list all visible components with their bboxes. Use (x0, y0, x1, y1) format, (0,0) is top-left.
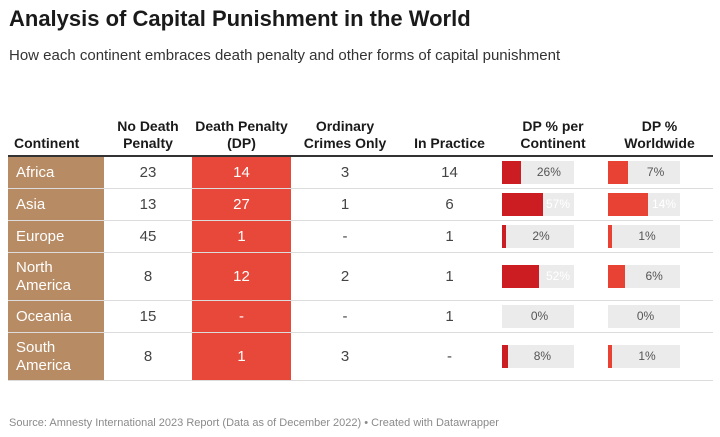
dp-percent-worldwide-bar (608, 225, 612, 248)
dp-percent-continent-bar (502, 161, 521, 184)
continent-cell: Oceania (8, 300, 104, 333)
dp-percent-continent-label: 52% (545, 269, 570, 283)
dp-cell: 14 (192, 156, 291, 189)
dp-percent-worldwide-cell: 1% (606, 220, 713, 253)
in-practice-cell: 1 (399, 252, 500, 301)
dp-percent-worldwide-label: 1% (638, 229, 656, 243)
in-practice-cell: 14 (399, 156, 500, 189)
dp-percent-continent-track: 57% (502, 193, 574, 216)
dp-percent-continent-label: 57% (545, 197, 570, 211)
continent-cell: North America (8, 252, 104, 301)
continent-cell: South America (8, 332, 104, 381)
dp-percent-continent-label: 2% (532, 229, 550, 243)
chart-subtitle: How each continent embraces death penalt… (9, 47, 561, 64)
dp-percent-worldwide-track: 7% (608, 161, 680, 184)
dp-percent-continent-label: 8% (533, 349, 552, 363)
dp-percent-continent-cell: 2% (500, 220, 606, 253)
continent-cell: Asia (8, 188, 104, 221)
table-row: Asia 13 27 1 6 57% 14% (8, 188, 713, 221)
header-ordinary-crimes-only: Ordinary Crimes Only (291, 100, 399, 157)
ordinary-crimes-cell: 3 (291, 332, 399, 381)
header-dp-percent-continent: DP % per Continent (500, 100, 606, 157)
dp-percent-continent-track: 52% (502, 265, 574, 288)
chart-title: Analysis of Capital Punishment in the Wo… (9, 6, 471, 31)
ordinary-crimes-cell: - (291, 220, 399, 253)
dp-percent-worldwide-cell: 0% (606, 300, 713, 333)
dp-percent-worldwide-bar (608, 265, 626, 288)
dp-cell: 1 (192, 332, 291, 381)
dp-percent-worldwide-cell: 6% (606, 252, 713, 301)
dp-percent-worldwide-label: 6% (645, 269, 663, 283)
dp-percent-worldwide-bar (608, 161, 629, 184)
dp-percent-continent-track: 2% (502, 225, 574, 248)
dp-percent-worldwide-label: 14% (651, 197, 676, 211)
dp-percent-continent-cell: 57% (500, 188, 606, 221)
dp-cell: 12 (192, 252, 291, 301)
header-in-practice: In Practice (399, 100, 500, 157)
no-dp-cell: 13 (104, 188, 192, 221)
dp-cell: 1 (192, 220, 291, 253)
dp-percent-worldwide-cell: 1% (606, 332, 713, 381)
table-header-row: Continent No Death Penalty Death Penalty… (8, 100, 713, 157)
continent-cell: Europe (8, 220, 104, 253)
dp-percent-continent-label: 0% (530, 309, 549, 323)
dp-percent-continent-track: 0% (502, 305, 574, 328)
dp-percent-continent-bar (502, 265, 540, 288)
in-practice-cell: - (399, 332, 500, 381)
ordinary-crimes-cell: 3 (291, 156, 399, 189)
dp-percent-worldwide-track: 0% (608, 305, 680, 328)
no-dp-cell: 23 (104, 156, 192, 189)
capital-punishment-table: Continent No Death Penalty Death Penalty… (8, 100, 713, 381)
in-practice-cell: 6 (399, 188, 500, 221)
table-row: North America 8 12 2 1 52% 6% (8, 252, 713, 301)
no-dp-cell: 8 (104, 252, 192, 301)
dp-percent-continent-bar (502, 193, 544, 216)
table-row: Europe 45 1-1 2% 1% (8, 220, 713, 253)
dp-percent-continent-track: 26% (502, 161, 574, 184)
dp-percent-worldwide-track: 14% (608, 193, 680, 216)
header-death-penalty: Death Penalty (DP) (192, 100, 291, 157)
dp-percent-worldwide-track: 1% (608, 225, 680, 248)
no-dp-cell: 8 (104, 332, 192, 381)
dp-percent-worldwide-bar (608, 345, 612, 368)
dp-percent-worldwide-cell: 14% (606, 188, 713, 221)
dp-percent-continent-cell: 26% (500, 156, 606, 189)
table-row: South America 8 1 3- 8% 1% (8, 332, 713, 381)
dp-cell: 27 (192, 188, 291, 221)
ordinary-crimes-cell: 1 (291, 188, 399, 221)
dp-percent-worldwide-track: 6% (608, 265, 680, 288)
header-continent: Continent (8, 100, 104, 157)
dp-percent-worldwide-bar (608, 193, 649, 216)
in-practice-cell: 1 (399, 220, 500, 253)
dp-cell: - (192, 300, 291, 333)
dp-percent-continent-label: 26% (536, 165, 561, 179)
dp-percent-continent-bar (502, 225, 506, 248)
dp-percent-worldwide-label: 7% (646, 165, 665, 179)
dp-percent-continent-bar (502, 345, 508, 368)
source-note: Source: Amnesty International 2023 Repor… (9, 417, 499, 429)
continent-cell: Africa (8, 156, 104, 189)
ordinary-crimes-cell: 2 (291, 252, 399, 301)
table-row: Oceania 15- -1 0% 0% (8, 300, 713, 333)
dp-percent-worldwide-track: 1% (608, 345, 680, 368)
table-row: Africa 23 14 3 14 26% 7% (8, 156, 713, 189)
header-no-death-penalty: No Death Penalty (104, 100, 192, 157)
dp-percent-continent-cell: 8% (500, 332, 606, 381)
in-practice-cell: 1 (399, 300, 500, 333)
no-dp-cell: 15 (104, 300, 192, 333)
no-dp-cell: 45 (104, 220, 192, 253)
dp-percent-worldwide-cell: 7% (606, 156, 713, 189)
dp-percent-continent-cell: 0% (500, 300, 606, 333)
header-dp-percent-worldwide: DP % Worldwide (606, 100, 713, 157)
ordinary-crimes-cell: - (291, 300, 399, 333)
dp-percent-continent-track: 8% (502, 345, 574, 368)
dp-percent-continent-cell: 52% (500, 252, 606, 301)
dp-percent-worldwide-label: 1% (638, 349, 656, 363)
dp-percent-worldwide-label: 0% (636, 309, 655, 323)
